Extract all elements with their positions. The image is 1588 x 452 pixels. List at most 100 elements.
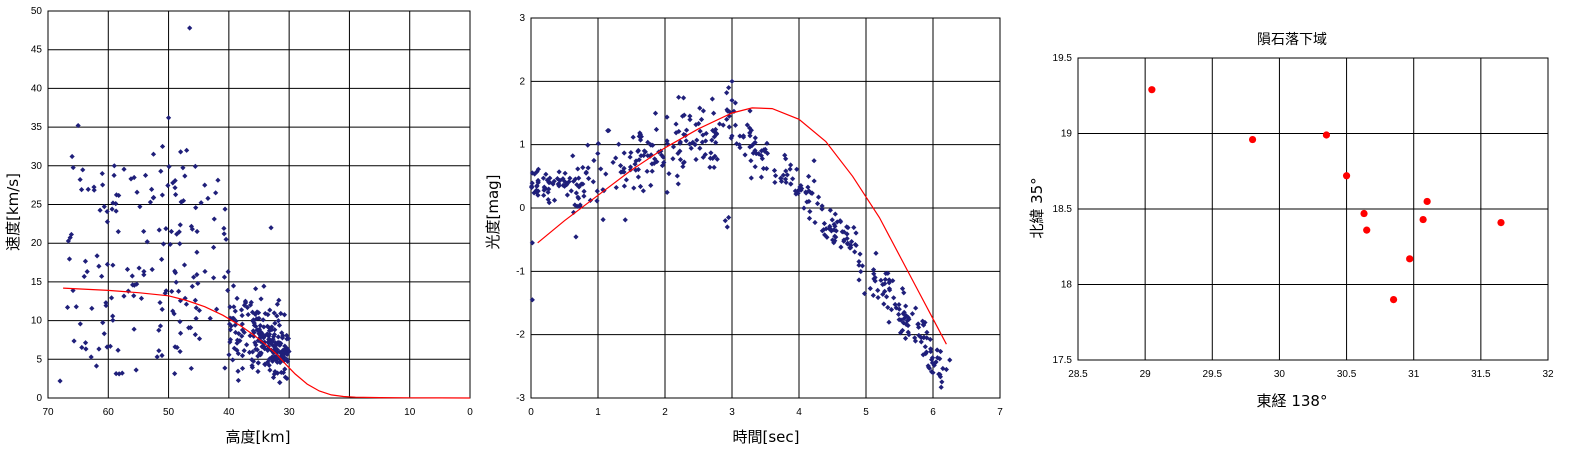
- y-tick-label: 35: [31, 122, 43, 133]
- data-point: [69, 153, 75, 160]
- data-point: [182, 173, 188, 179]
- data-point: [899, 327, 906, 334]
- data-point: [107, 343, 113, 349]
- data-point: [193, 205, 199, 211]
- data-point: [234, 337, 241, 343]
- data-point: [285, 346, 291, 352]
- data-point: [664, 189, 670, 195]
- data-point: [628, 167, 634, 173]
- data-point: [275, 334, 281, 340]
- data-point: [193, 305, 199, 311]
- data-point: [823, 226, 829, 232]
- y-tick-label: 19.5: [1053, 53, 1073, 64]
- chart3-axes: 28.5 29 29.5 30 30.5 31 31.5 32 17.5 18 18.5 19 19.5: [1053, 53, 1554, 380]
- data-point: [585, 142, 591, 148]
- data-points: [529, 78, 953, 390]
- data-point: [600, 217, 606, 223]
- data-point: [275, 318, 282, 324]
- data-point: [225, 269, 231, 275]
- data-point: [170, 308, 176, 314]
- data-point: [943, 366, 949, 373]
- data-point: [926, 364, 932, 371]
- data-point: [247, 333, 253, 339]
- data-point: [221, 225, 227, 231]
- data-point: [644, 168, 650, 174]
- data-point: [681, 112, 687, 118]
- data-point: [230, 315, 237, 321]
- data-point: [150, 151, 157, 157]
- data-point: [586, 175, 592, 182]
- x-tick-label: 32: [1542, 369, 1554, 380]
- data-point: [724, 224, 730, 230]
- fall-point: [1423, 197, 1431, 206]
- data-point: [64, 304, 71, 310]
- data-point: [57, 378, 63, 384]
- data-point: [677, 157, 684, 163]
- data-point: [111, 172, 117, 178]
- data-point: [896, 316, 902, 323]
- data-point: [886, 319, 892, 325]
- data-point: [77, 321, 83, 327]
- data-point: [168, 228, 175, 235]
- data-point: [918, 339, 924, 345]
- data-point: [875, 287, 881, 293]
- data-point: [659, 162, 666, 169]
- data-point: [790, 176, 796, 182]
- data-point: [535, 188, 541, 194]
- data-point: [708, 150, 714, 156]
- data-point: [562, 178, 568, 185]
- data-point: [176, 229, 182, 235]
- data-point: [246, 349, 253, 356]
- data-point: [692, 142, 698, 148]
- y-tick-label: 50: [31, 6, 43, 17]
- data-point: [635, 174, 642, 180]
- data-point: [833, 228, 839, 234]
- data-point: [870, 292, 876, 298]
- x-tick-label: 0: [467, 407, 473, 418]
- data-point: [939, 379, 945, 385]
- data-point: [890, 278, 896, 284]
- data-point: [847, 245, 854, 251]
- data-point: [115, 228, 121, 235]
- data-point: [782, 176, 789, 182]
- x-tick-label: 10: [404, 407, 416, 418]
- data-point: [711, 110, 717, 116]
- data-point: [806, 215, 813, 221]
- speed-vs-altitude-chart: 高度[km] 速度[km/s] 70 60 50 40 30 20 10 0 0 5 10 15 20 2…: [4, 6, 473, 446]
- data-point: [631, 185, 637, 191]
- data-point: [282, 343, 288, 349]
- data-point: [131, 326, 137, 332]
- data-point: [101, 331, 107, 337]
- data-point: [573, 234, 579, 240]
- data-point: [269, 327, 275, 333]
- data-point: [251, 333, 257, 339]
- data-point: [947, 357, 953, 363]
- data-point: [71, 338, 77, 344]
- data-point: [188, 325, 194, 331]
- data-point: [824, 234, 830, 240]
- data-point: [266, 333, 272, 339]
- data-point: [752, 135, 758, 141]
- data-point: [273, 347, 279, 353]
- data-point: [172, 185, 178, 191]
- data-point: [811, 178, 817, 184]
- data-point: [822, 232, 828, 238]
- data-point: [760, 165, 767, 172]
- data-point: [134, 281, 140, 287]
- data-point: [181, 262, 188, 268]
- data-point: [103, 302, 109, 309]
- data-point: [159, 352, 165, 359]
- data-point: [159, 143, 166, 150]
- data-point: [270, 336, 276, 342]
- data-point: [239, 365, 246, 372]
- data-point: [266, 336, 272, 343]
- data-point: [928, 346, 934, 352]
- data-point: [82, 258, 89, 264]
- data-point: [616, 141, 622, 147]
- data-point: [702, 151, 708, 158]
- data-point: [747, 144, 753, 150]
- data-point: [726, 113, 732, 119]
- data-point: [693, 156, 699, 163]
- data-point: [844, 235, 850, 242]
- data-point: [581, 193, 587, 199]
